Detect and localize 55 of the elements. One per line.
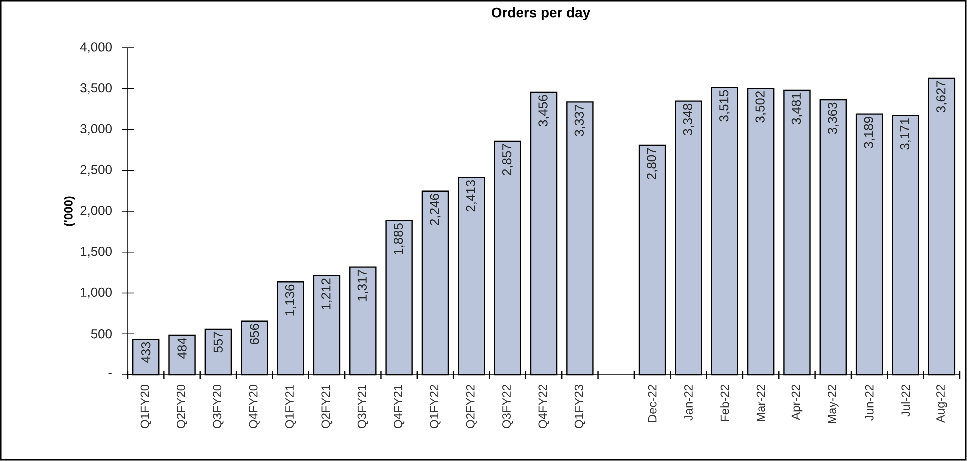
data-label: 3,515 bbox=[720, 90, 730, 122]
x-tick-label: May-22 bbox=[828, 385, 839, 424]
data-label: 3,348 bbox=[683, 104, 694, 136]
y-tick-label: 2,500 bbox=[80, 165, 112, 176]
x-tick-label: Q4FY21 bbox=[394, 385, 405, 428]
data-label: 3,627 bbox=[936, 81, 948, 113]
x-tick-label: Mar-22 bbox=[756, 385, 766, 422]
x-tick-label: Jun-22 bbox=[865, 385, 874, 421]
data-label: 1,885 bbox=[394, 224, 405, 255]
x-tick-label: Q1FY23 bbox=[574, 385, 586, 428]
x-tick-label: Jul-22 bbox=[901, 385, 910, 417]
x-tick-label: Q3FY21 bbox=[358, 385, 368, 428]
data-label: 3,481 bbox=[792, 93, 803, 125]
x-tick-label: Q3FY20 bbox=[213, 384, 224, 428]
data-label: 1,212 bbox=[322, 278, 332, 310]
x-tick-label: Q2FY21 bbox=[322, 385, 332, 428]
x-tick-label: Q2FY22 bbox=[466, 385, 477, 428]
y-tick-label: 4,000 bbox=[80, 42, 112, 54]
y-tick-label: - bbox=[108, 373, 112, 374]
x-tick-label: Q4FY20 bbox=[249, 384, 260, 428]
y-tick-label: 3,500 bbox=[80, 84, 112, 94]
x-tick-label: Aug-22 bbox=[936, 385, 948, 424]
data-label: 2,857 bbox=[502, 144, 514, 176]
y-tick-label: 500 bbox=[91, 330, 112, 339]
data-label: 2,413 bbox=[466, 180, 478, 212]
data-label: 3,502 bbox=[756, 92, 766, 123]
y-tick-label: 1,500 bbox=[81, 247, 112, 258]
y-tick-label: 1,000 bbox=[81, 288, 112, 299]
data-label: 484 bbox=[178, 338, 187, 359]
data-label: 1,136 bbox=[285, 284, 296, 316]
data-label: 656 bbox=[250, 324, 260, 345]
x-tick-label: Jan-22 bbox=[684, 385, 693, 421]
y-axis-title: ('000) bbox=[64, 196, 76, 226]
data-label: 2,807 bbox=[647, 148, 658, 180]
x-tick-label: Q3FY22 bbox=[502, 385, 514, 428]
x-tick-label: Q4FY22 bbox=[538, 385, 550, 428]
y-tick-label: 3,000 bbox=[80, 124, 112, 136]
data-label: 3,337 bbox=[574, 105, 586, 136]
chart-title: Orders per day bbox=[492, 7, 591, 20]
x-tick-label: Dec-22 bbox=[648, 385, 657, 422]
data-label: 2,246 bbox=[430, 194, 441, 226]
x-tick-label: Apr-22 bbox=[792, 385, 803, 420]
x-tick-label: Q2FY20 bbox=[176, 384, 188, 428]
data-label: 3,363 bbox=[828, 102, 839, 134]
x-tick-label: Q1FY21 bbox=[285, 385, 296, 428]
y-tick-label: 2,000 bbox=[80, 206, 112, 217]
x-tick-label: Q1FY20 bbox=[140, 384, 152, 428]
data-label: 3,189 bbox=[864, 117, 875, 148]
data-label: 3,171 bbox=[900, 118, 912, 150]
x-tick-label: Q1FY22 bbox=[430, 385, 441, 428]
data-label: 3,456 bbox=[538, 95, 550, 127]
x-tick-label: Feb-22 bbox=[720, 385, 730, 422]
data-label: 557 bbox=[214, 332, 223, 353]
data-label: 433 bbox=[142, 342, 151, 364]
data-label: 1,317 bbox=[358, 270, 368, 301]
